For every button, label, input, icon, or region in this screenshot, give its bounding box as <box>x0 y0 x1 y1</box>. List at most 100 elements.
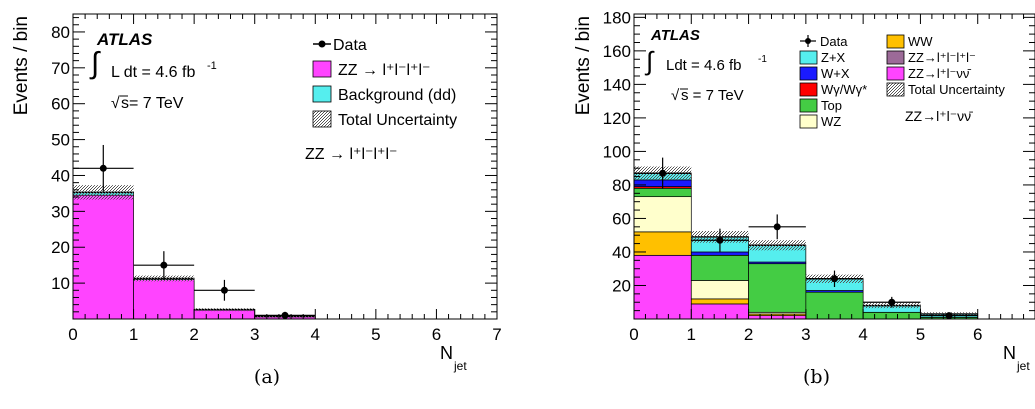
x-tick-label: 0 <box>68 325 77 344</box>
data-point-0 <box>99 164 107 172</box>
bar-zzllll-2 <box>193 309 256 320</box>
x-axis-label-subscript: jet <box>1016 359 1030 373</box>
x-tick-label: 4 <box>311 325 320 344</box>
x-tick-label: 5 <box>916 325 925 344</box>
sqrt-sign: √ <box>671 87 680 104</box>
legend-zz-swatch <box>312 60 332 78</box>
data-point-1 <box>160 261 168 269</box>
y-tick-label: 40 <box>612 243 631 262</box>
x-tick-label: 1 <box>687 325 696 344</box>
data-point-2 <box>220 286 228 294</box>
bar-wz-0 <box>633 196 692 233</box>
legend-uncertainty-label: Total Uncertainty <box>338 112 457 129</box>
legend-background-label: Background (dd) <box>338 87 456 104</box>
x-tick-label: 0 <box>629 325 638 344</box>
y-axis-label: Events / bin <box>573 16 594 115</box>
x-tick-label: 1 <box>129 325 138 344</box>
data-point-3 <box>281 311 289 319</box>
data-point-1 <box>716 236 724 244</box>
legend-ww-swatch <box>799 82 818 97</box>
atlas-label: ATLAS <box>96 30 153 49</box>
bar-zzllll-1 <box>133 279 195 320</box>
legend-zz2l2nu-label: ZZ→l⁺l⁻νν̄ <box>908 66 971 81</box>
y-tick-label: 80 <box>612 176 631 195</box>
x-tick-label: 7 <box>492 325 501 344</box>
legend-ww-label: Wγ/Wγ* <box>821 82 867 97</box>
atlas-label: ATLAS <box>650 27 700 44</box>
bar-zzll-0 <box>633 254 692 320</box>
legend-data-label: Data <box>333 37 367 54</box>
legend-wz-swatch <box>799 114 818 129</box>
legend-data-label: Data <box>820 34 848 49</box>
data-point-2 <box>773 223 781 231</box>
bar-wz-1 <box>690 280 749 300</box>
x-tick-label: 2 <box>189 325 198 344</box>
legend-wx-swatch <box>799 66 818 81</box>
energy-label: s = 7 TeV <box>681 87 744 104</box>
luminosity-superscript: -1 <box>207 60 217 72</box>
legend-wz-label: WZ <box>821 114 841 129</box>
legend-zx-swatch <box>799 50 818 65</box>
legend-data-marker <box>318 40 326 48</box>
legend-top-swatch <box>799 98 818 113</box>
legend-wx-label: W+X <box>821 66 850 81</box>
bar-wx-1 <box>690 251 749 256</box>
panel-a: 0 1 2 3 4 5 6 7 10 20 30 40 50 60 70 80 Events / bin Njet… <box>11 13 502 388</box>
bar-top-1 <box>690 254 749 281</box>
sqrt-sign: √ <box>111 95 120 112</box>
y-tick-label: 120 <box>603 109 631 128</box>
legend-top-label: Top <box>821 98 842 113</box>
legend-zz4l-label: ZZ→l⁺l⁻l⁺l⁻ <box>908 50 976 65</box>
legend-uncertainty-label: Total Uncertainty <box>908 82 1005 97</box>
panel-b: 0 1 2 3 4 5 6 20 40 60 80 100 120 140 160 180 Events / b… <box>573 8 1035 388</box>
x-tick-label: 3 <box>250 325 259 344</box>
uncertainty-band-2 <box>194 308 255 312</box>
legend-uncertainty-swatch <box>312 110 332 128</box>
legend-data-marker <box>805 38 811 44</box>
luminosity-label: Ldt = 4.6 fb <box>666 57 741 74</box>
integral-sign: ∫ <box>644 46 655 76</box>
energy-label: s= 7 TeV <box>121 95 184 112</box>
y-tick-label: 50 <box>51 131 70 150</box>
x-tick-label: 3 <box>801 325 810 344</box>
panel-caption: (b) <box>803 366 830 388</box>
x-tick-label: 4 <box>858 325 867 344</box>
uncertainty-band-2 <box>748 240 806 251</box>
bar-zzllll-0 <box>72 194 134 320</box>
bar-ww-1 <box>690 298 749 305</box>
legend-zz2l2nu-swatch <box>886 66 905 81</box>
legend-uncertainty-swatch <box>886 82 905 97</box>
y-axis-label: Events / bin <box>11 16 32 115</box>
x-axis-label-subscript: jet <box>453 359 467 373</box>
legend-zx-label: Z+X <box>821 50 846 65</box>
data-point-4 <box>888 298 896 306</box>
legend-ww-swatch <box>886 34 905 49</box>
bar-top-2 <box>748 263 807 313</box>
x-tick-label: 2 <box>744 325 753 344</box>
x-axis-label: N <box>1003 343 1016 363</box>
x-tick-label: 6 <box>432 325 441 344</box>
data-point-3 <box>831 275 838 283</box>
data-point-0 <box>659 169 667 177</box>
channel-label: ZZ → l⁺l⁻l⁺l⁻ <box>305 146 397 163</box>
y-tick-label: 10 <box>51 274 70 293</box>
legend-zz4l-swatch <box>886 50 905 65</box>
plot-frame <box>72 13 498 320</box>
y-tick-label: 100 <box>603 142 631 161</box>
x-tick-label: 6 <box>973 325 982 344</box>
bar-top-3 <box>805 291 864 320</box>
y-tick-label: 80 <box>51 23 70 42</box>
x-tick-label: 5 <box>371 325 380 344</box>
y-tick-label: 40 <box>51 166 70 185</box>
plot-frame <box>633 13 1035 320</box>
channel-label: ZZ→l⁺l⁻νν̄ <box>905 108 973 124</box>
luminosity-superscript: -1 <box>758 54 767 65</box>
bar-top-0 <box>633 187 692 198</box>
bar-zzll-2 <box>748 315 807 320</box>
legend-background-swatch <box>312 85 332 103</box>
y-tick-label: 140 <box>603 75 631 94</box>
bar-zzll-1 <box>690 303 749 320</box>
y-tick-label: 20 <box>612 276 631 295</box>
luminosity-label: L dt = 4.6 fb <box>111 64 195 81</box>
